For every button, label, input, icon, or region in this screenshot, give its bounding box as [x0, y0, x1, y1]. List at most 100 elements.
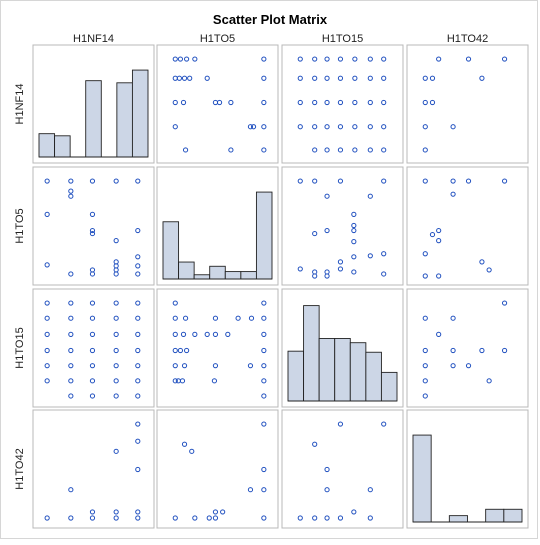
scatter-point [44, 178, 50, 184]
histogram-bar-h1to5 [224, 271, 242, 280]
chart-title: Scatter Plot Matrix [213, 12, 328, 27]
scatter-point [261, 515, 267, 521]
scatter-point [261, 347, 267, 354]
cell-frame-1-3 [406, 166, 529, 286]
scatter-point [135, 271, 141, 277]
scatter-point [352, 124, 358, 130]
histogram-bar-h1to42 [503, 508, 523, 523]
scatter-point [135, 466, 141, 473]
cell-frame-3-1 [156, 409, 279, 529]
scatter-point [89, 347, 96, 354]
scatter-point [422, 315, 428, 321]
cell-frame-0-0 [32, 44, 155, 164]
scatter-point [89, 300, 96, 306]
scatter-point [324, 124, 330, 130]
column-label-h1to15: H1TO15 [322, 33, 363, 45]
scatter-point [351, 227, 357, 234]
scatter-point [422, 147, 428, 153]
scatter-point [261, 487, 267, 493]
scatter-point [184, 347, 190, 354]
scatter-point [297, 515, 303, 521]
scatter-point [381, 271, 387, 277]
scatter-point [351, 509, 357, 515]
scatter-point [381, 75, 387, 81]
cell-frame-3-3 [406, 409, 529, 529]
scatter-point [235, 315, 241, 321]
scatter-point [436, 331, 442, 337]
histogram-bar-h1to15 [349, 342, 367, 402]
scatter-point [182, 315, 189, 321]
scatter-point [429, 75, 436, 81]
cell-frame-2-1 [156, 288, 279, 408]
histogram-bar-h1nf14 [54, 135, 71, 158]
scatter-point [261, 363, 267, 369]
scatter-point [312, 56, 318, 62]
scatter-point [422, 273, 428, 279]
scatter-point [172, 378, 178, 384]
scatter-point [501, 56, 508, 62]
scatter-point [89, 515, 96, 521]
scatter-point [324, 515, 330, 521]
scatter-point [337, 75, 344, 81]
scatter-point [367, 75, 373, 81]
scatter-point [212, 509, 219, 515]
scatter-point [351, 254, 357, 260]
scatter-point [450, 363, 456, 369]
scatter-point [324, 56, 330, 62]
histogram-bar-h1nf14 [131, 69, 149, 158]
scatter-point [212, 515, 219, 521]
column-label-h1nf14: H1NF14 [73, 33, 114, 45]
scatter-point [216, 99, 223, 106]
scatter-point [337, 259, 344, 265]
scatter-point [297, 75, 303, 81]
histogram-bar-h1nf14 [38, 133, 56, 158]
scatter-point [297, 178, 303, 184]
scatter-point [113, 515, 119, 521]
scatter-point [436, 273, 442, 279]
scatter-point [479, 347, 485, 354]
scatter-point [135, 254, 141, 260]
scatter-point [324, 466, 330, 473]
scatter-point [206, 515, 212, 521]
cell-frame-2-3 [406, 288, 529, 408]
scatter-point [135, 378, 141, 384]
scatter-point [113, 393, 119, 399]
scatter-point [312, 178, 318, 184]
scatter-point [312, 441, 318, 447]
row-label-h1nf14: H1NF14 [14, 84, 26, 125]
cell-frame-3-2 [281, 409, 404, 529]
scatter-point [501, 178, 508, 184]
scatter-point [172, 331, 178, 337]
histogram-bar-h1to5 [240, 271, 257, 280]
scatter-point [312, 147, 318, 153]
histogram-bar-h1to5 [162, 221, 180, 280]
scatter-point [135, 315, 141, 321]
scatter-point [212, 99, 219, 106]
scatter-point [486, 378, 492, 384]
scatter-point [352, 99, 358, 106]
scatter-point [247, 124, 254, 130]
histogram-bar-h1to42 [412, 434, 432, 523]
cell-frame-0-1 [156, 44, 279, 164]
scatter-point [324, 193, 330, 199]
scatter-point [351, 211, 357, 217]
scatter-point [89, 378, 96, 384]
scatter-point [89, 230, 96, 237]
scatter-point [68, 315, 74, 321]
scatter-point [324, 227, 330, 234]
scatter-point [192, 56, 198, 62]
scatter-point [381, 124, 387, 130]
scatter-point [189, 448, 195, 454]
scatter-point [429, 231, 436, 238]
scatter-point [172, 515, 178, 521]
scatter-point [44, 300, 50, 306]
scatter-point [89, 509, 96, 515]
scatter-point [248, 315, 255, 321]
scatter-point [177, 347, 184, 354]
scatter-point [68, 331, 74, 337]
scatter-point [68, 487, 74, 493]
scatter-point [228, 99, 234, 106]
scatter-point [261, 75, 267, 81]
scatter-point [324, 75, 330, 81]
